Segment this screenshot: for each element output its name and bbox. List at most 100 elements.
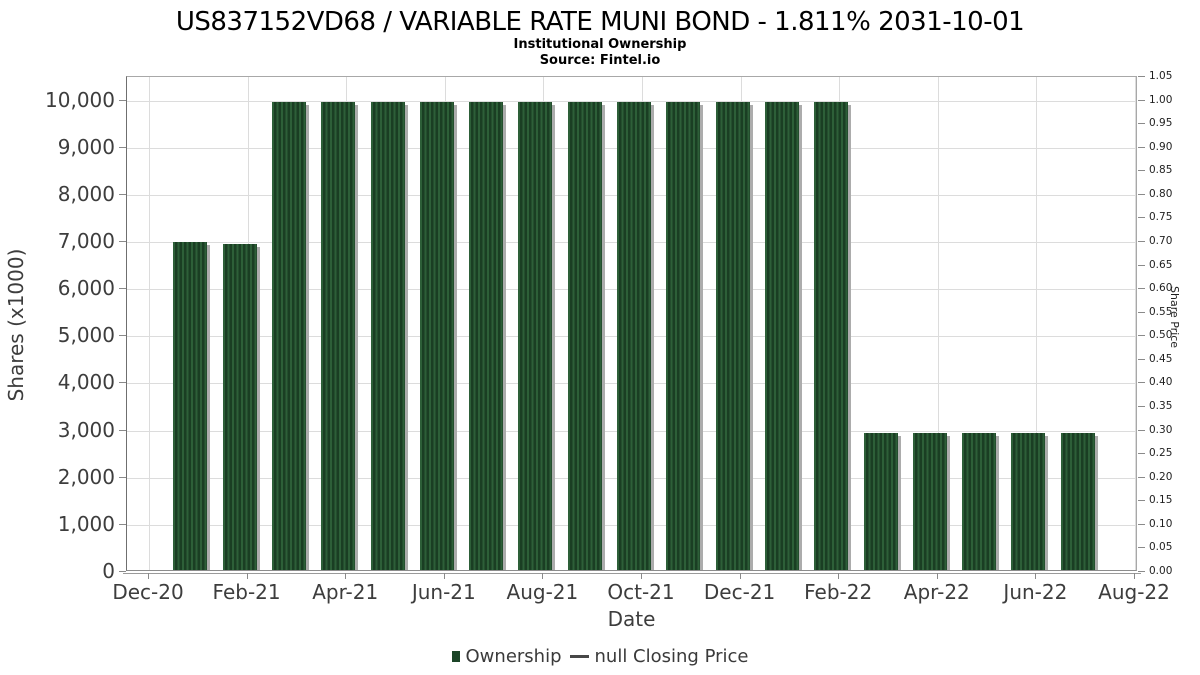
y-right-tick-label: 0.35: [1149, 400, 1173, 412]
y-left-tick-label: 4,000: [57, 370, 115, 395]
chart-source-caption: Source: Fintel.io: [539, 53, 661, 68]
y-right-tick-mark: [1138, 146, 1145, 148]
y-right-tick-mark: [1138, 241, 1145, 242]
y-left-tick-mark: [119, 571, 126, 572]
ownership-bar[interactable]: [518, 101, 553, 570]
x-tick-mark: [542, 573, 544, 579]
y-right-tick-label: 0.75: [1149, 211, 1173, 224]
gridline-vertical: [149, 77, 150, 570]
y-left-tick-label: 10,000: [45, 87, 115, 112]
y-right-tick-label: 0.15: [1149, 494, 1173, 507]
legend-label-closing-price: null Closing Price: [594, 646, 749, 667]
y-right-tick-label: 0.50: [1149, 329, 1173, 342]
y-left-tick-mark: [119, 99, 126, 101]
ownership-bar[interactable]: [912, 432, 947, 570]
closing-price-line-swatch-icon: [569, 655, 589, 658]
y-right-tick-mark: [1138, 523, 1145, 525]
y-left-tick-mark: [119, 241, 126, 242]
y-right-tick-label: 0.55: [1149, 305, 1173, 318]
y-axis-title-right: Share Price: [1168, 286, 1181, 349]
y-right-tick-label: 0.90: [1149, 140, 1173, 153]
ownership-bar[interactable]: [370, 101, 405, 570]
y-right-tick-mark: [1138, 571, 1145, 572]
y-left-tick-label: 6,000: [57, 276, 115, 301]
x-tick-label: Apr-21: [312, 580, 379, 604]
y-right-tick-label: 1.05: [1149, 70, 1173, 82]
y-right-tick-label: 0.80: [1149, 187, 1173, 200]
y-right-tick-label: 0.85: [1149, 164, 1173, 177]
x-tick-label: Aug-22: [1098, 580, 1170, 604]
x-tick-label: Jun-21: [411, 580, 476, 604]
x-tick-mark: [641, 573, 642, 579]
ownership-bar[interactable]: [222, 243, 257, 570]
ownership-bar[interactable]: [1011, 432, 1046, 570]
ownership-bar[interactable]: [419, 101, 454, 570]
y-right-tick-label: 0.20: [1149, 470, 1173, 483]
y-right-tick-mark: [1138, 406, 1145, 407]
x-axis-title: Date: [607, 607, 656, 631]
y-right-tick-mark: [1138, 170, 1145, 172]
x-tick-mark: [345, 573, 347, 579]
gridline-vertical: [937, 77, 939, 570]
ownership-bar[interactable]: [764, 101, 799, 570]
ownership-bar[interactable]: [1060, 432, 1095, 570]
y-right-tick-label: 0.30: [1149, 423, 1173, 436]
y-left-tick-label: 8,000: [57, 181, 115, 206]
ownership-bar[interactable]: [814, 101, 849, 570]
x-tick-mark: [148, 573, 149, 579]
y-left-tick-mark: [119, 288, 126, 290]
y-right-tick-mark: [1138, 76, 1145, 77]
ownership-bar[interactable]: [863, 432, 898, 570]
y-right-tick-label: 0.70: [1149, 235, 1173, 247]
x-tick-label: Oct-21: [607, 580, 675, 604]
gridline-horizontal: [127, 100, 1136, 102]
ownership-bar[interactable]: [173, 242, 208, 570]
ownership-bar[interactable]: [321, 101, 356, 570]
y-right-tick-label: 1.00: [1149, 93, 1173, 106]
legend-label-ownership: Ownership: [465, 646, 562, 667]
y-right-tick-label: 0.95: [1149, 117, 1173, 130]
y-right-tick-label: 0.40: [1149, 376, 1173, 389]
x-axis-line: [123, 573, 1141, 574]
y-right-tick-mark: [1138, 264, 1145, 266]
y-right-tick-mark: [1138, 453, 1145, 455]
ownership-bar-swatch-icon: [451, 651, 460, 662]
y-left-tick-label: 9,000: [57, 134, 115, 159]
ownership-bar[interactable]: [666, 101, 701, 570]
y-right-tick-label: 0.10: [1149, 517, 1173, 530]
x-tick-label: Aug-21: [506, 580, 579, 604]
ownership-bar[interactable]: [271, 101, 306, 570]
legend-item-closing-price[interactable]: null Closing Price: [569, 646, 749, 667]
y-right-tick-mark: [1138, 500, 1145, 502]
plot-area: [126, 76, 1137, 571]
legend: Ownership null Closing Price: [0, 646, 1200, 667]
x-tick-mark: [838, 573, 840, 579]
y-right-tick-mark: [1138, 547, 1145, 549]
x-tick-mark: [443, 573, 445, 579]
x-tick-label: Dec-21: [703, 580, 776, 604]
y-left-tick-label: 3,000: [57, 417, 115, 442]
ownership-bar[interactable]: [469, 101, 504, 570]
legend-item-ownership[interactable]: Ownership: [451, 646, 562, 667]
y-left-tick-label: 2,000: [57, 464, 115, 489]
ownership-bar[interactable]: [715, 101, 750, 570]
y-right-tick-mark: [1138, 429, 1145, 431]
y-right-tick-mark: [1138, 288, 1145, 290]
ownership-bar[interactable]: [567, 101, 602, 570]
gridline-vertical: [1135, 77, 1136, 570]
y-right-tick-mark: [1138, 193, 1145, 195]
y-right-tick-label: 0.25: [1149, 447, 1173, 460]
y-left-tick-mark: [119, 335, 126, 337]
ownership-bar[interactable]: [617, 101, 651, 570]
chart-title: US837152VD68 / VARIABLE RATE MUNI BOND -…: [175, 7, 1025, 37]
y-right-tick-label: 0.45: [1149, 352, 1173, 365]
y-right-tick-mark: [1138, 358, 1145, 360]
y-left-tick-mark: [119, 193, 126, 195]
x-tick-mark: [246, 573, 248, 579]
y-left-tick-label: 1,000: [57, 511, 115, 536]
y-left-tick-mark: [119, 146, 126, 148]
x-tick-label: Feb-21: [212, 580, 281, 604]
y-right-tick-mark: [1138, 99, 1145, 101]
ownership-bar[interactable]: [962, 432, 997, 570]
